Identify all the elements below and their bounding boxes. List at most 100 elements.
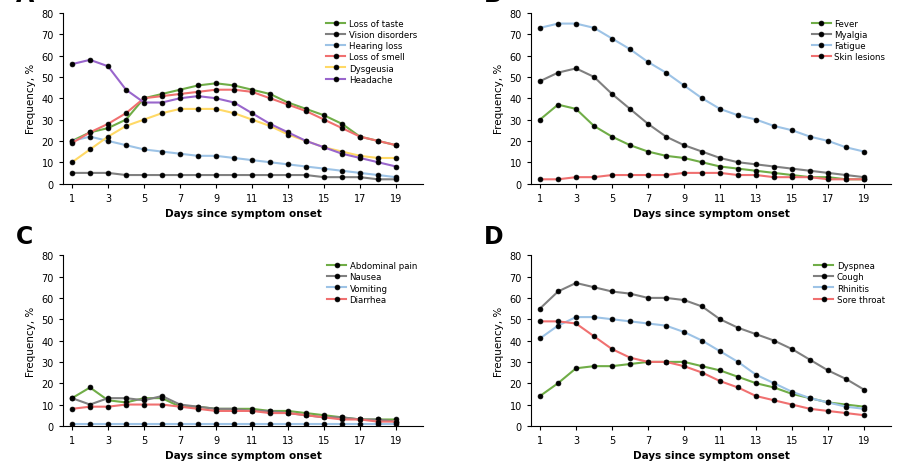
Headache bbox=[337, 151, 347, 157]
Diarrhea bbox=[67, 406, 77, 412]
Rhinitis bbox=[715, 349, 725, 354]
Hearing loss bbox=[391, 175, 401, 181]
Fatigue bbox=[715, 107, 725, 113]
Loss of smell bbox=[283, 103, 293, 108]
Myalgia bbox=[679, 143, 689, 149]
Diarrhea bbox=[103, 404, 113, 410]
Cough bbox=[535, 306, 545, 312]
Cough bbox=[589, 285, 599, 290]
Cough bbox=[553, 289, 563, 294]
Myalgia bbox=[841, 173, 851, 178]
Fever bbox=[859, 177, 869, 183]
Loss of taste bbox=[247, 88, 257, 93]
Skin lesions bbox=[607, 173, 617, 178]
Hearing loss bbox=[85, 135, 95, 140]
X-axis label: Days since symptom onset: Days since symptom onset bbox=[633, 209, 789, 219]
Hearing loss bbox=[337, 169, 347, 174]
Skin lesions bbox=[535, 177, 545, 183]
Vomiting bbox=[355, 421, 365, 426]
Vision disorders bbox=[319, 175, 329, 181]
Rhinitis bbox=[787, 389, 797, 394]
Legend: Abdominal pain, Nausea, Vomiting, Diarrhea: Abdominal pain, Nausea, Vomiting, Diarrh… bbox=[326, 260, 419, 306]
Fever bbox=[787, 173, 797, 178]
Vision disorders bbox=[175, 173, 185, 178]
Cough bbox=[643, 295, 653, 301]
Loss of taste bbox=[157, 92, 167, 98]
Myalgia bbox=[733, 160, 743, 166]
Fatigue bbox=[625, 47, 635, 53]
Hearing loss bbox=[355, 171, 365, 176]
Loss of taste bbox=[229, 83, 239, 89]
Fatigue bbox=[697, 96, 707, 102]
Headache bbox=[103, 64, 113, 70]
Loss of taste bbox=[355, 135, 365, 140]
Myalgia bbox=[823, 171, 833, 176]
Abdominal pain bbox=[175, 404, 185, 410]
Text: B: B bbox=[484, 0, 502, 7]
Vision disorders bbox=[85, 171, 95, 176]
Dyspnea bbox=[697, 363, 707, 369]
Line: Headache: Headache bbox=[69, 58, 399, 169]
Nausea bbox=[103, 395, 113, 401]
Diarrhea bbox=[373, 419, 383, 425]
Rhinitis bbox=[625, 319, 635, 325]
Dyspnea bbox=[661, 359, 671, 365]
Diarrhea bbox=[139, 402, 149, 407]
Line: Hearing loss: Hearing loss bbox=[69, 135, 399, 180]
Skin lesions bbox=[571, 175, 581, 181]
Dyspnea bbox=[679, 359, 689, 365]
Myalgia bbox=[535, 79, 545, 85]
Myalgia bbox=[697, 150, 707, 155]
Nausea bbox=[301, 413, 311, 418]
Fatigue bbox=[571, 22, 581, 27]
Sore throat bbox=[805, 406, 815, 412]
Loss of taste bbox=[103, 126, 113, 131]
Cough bbox=[697, 304, 707, 310]
Loss of smell bbox=[67, 141, 77, 146]
Vomiting bbox=[175, 421, 185, 426]
Fatigue bbox=[679, 83, 689, 89]
Myalgia bbox=[787, 167, 797, 172]
Loss of taste bbox=[193, 83, 203, 89]
Vision disorders bbox=[373, 177, 383, 183]
Nausea bbox=[67, 395, 77, 401]
Dyspnea bbox=[643, 359, 653, 365]
Dysgeusia bbox=[247, 118, 257, 123]
Hearing loss bbox=[301, 164, 311, 170]
Sore throat bbox=[823, 408, 833, 414]
Fatigue bbox=[841, 145, 851, 151]
Diarrhea bbox=[391, 419, 401, 425]
Diarrhea bbox=[193, 406, 203, 412]
Abdominal pain bbox=[337, 415, 347, 420]
Hearing loss bbox=[283, 162, 293, 168]
Hearing loss bbox=[139, 147, 149, 153]
Nausea bbox=[229, 406, 239, 412]
Cough bbox=[625, 291, 635, 297]
Fatigue bbox=[553, 22, 563, 27]
Vision disorders bbox=[247, 173, 257, 178]
Abdominal pain bbox=[157, 395, 167, 401]
Diarrhea bbox=[211, 408, 221, 414]
Myalgia bbox=[769, 164, 779, 170]
Myalgia bbox=[751, 162, 761, 168]
Sore throat bbox=[535, 319, 545, 325]
Vomiting bbox=[229, 421, 239, 426]
Loss of taste bbox=[85, 130, 95, 136]
Dysgeusia bbox=[373, 156, 383, 162]
Diarrhea bbox=[85, 404, 95, 410]
Nausea bbox=[283, 410, 293, 416]
Headache bbox=[373, 160, 383, 166]
Vomiting bbox=[103, 421, 113, 426]
Cough bbox=[841, 376, 851, 382]
Fever bbox=[571, 107, 581, 113]
Abdominal pain bbox=[103, 398, 113, 403]
Line: Loss of smell: Loss of smell bbox=[69, 88, 399, 148]
Abdominal pain bbox=[85, 385, 95, 390]
Headache bbox=[391, 164, 401, 170]
Vision disorders bbox=[337, 175, 347, 181]
Vomiting bbox=[193, 421, 203, 426]
Nausea bbox=[337, 415, 347, 420]
Sore throat bbox=[769, 398, 779, 403]
Line: Dysgeusia: Dysgeusia bbox=[69, 107, 399, 165]
Dysgeusia bbox=[211, 107, 221, 113]
